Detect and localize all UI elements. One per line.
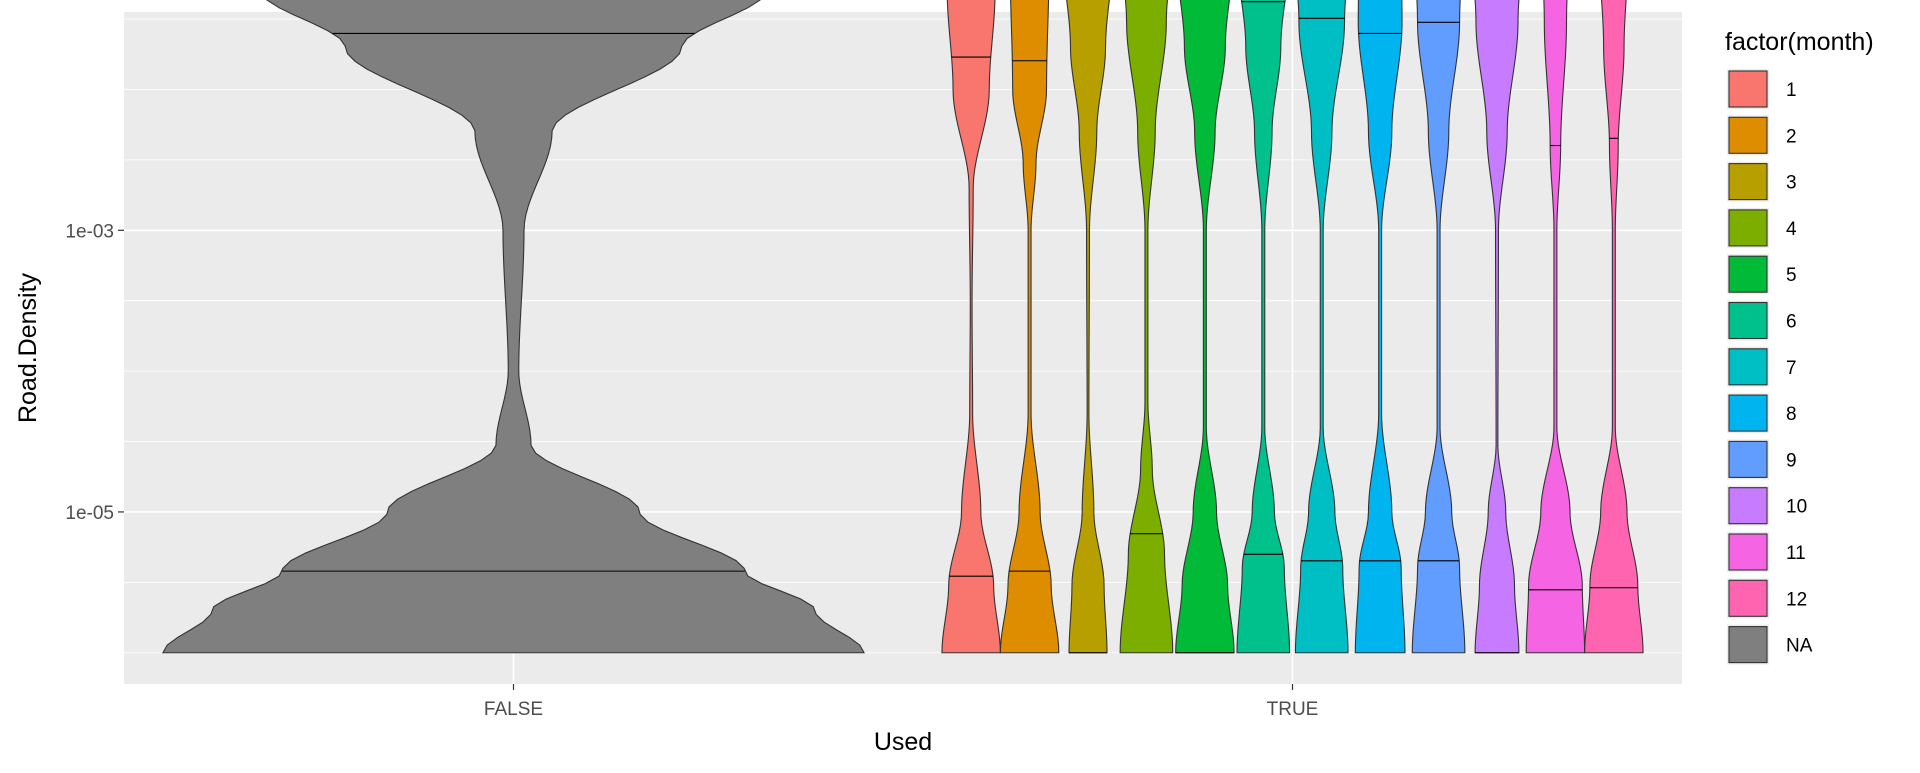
legend-swatch <box>1728 348 1768 386</box>
violin-month-6 <box>1236 0 1291 654</box>
violin-body <box>1236 0 1291 654</box>
legend-item-2: 2 <box>1727 115 1797 156</box>
legend-label: 8 <box>1786 404 1797 425</box>
violin-body <box>1525 0 1586 654</box>
violin-month-9 <box>1411 0 1466 654</box>
y-axis-title: Road.Density <box>14 272 42 423</box>
y-tick-label: 1e-05 <box>65 503 114 524</box>
legend-swatch <box>1728 255 1768 293</box>
violin-body <box>1474 0 1520 654</box>
violin-body <box>941 0 1001 654</box>
legend-item-10: 10 <box>1727 485 1807 526</box>
violin-month-na <box>162 0 865 654</box>
x-tick-label: FALSE <box>484 699 543 720</box>
legend-swatch <box>1728 163 1768 201</box>
legend-label: 3 <box>1786 173 1797 194</box>
legend-item-5: 5 <box>1727 254 1797 295</box>
legend-item-7: 7 <box>1727 346 1797 387</box>
legend-label: 10 <box>1786 497 1807 518</box>
violin-body <box>1354 0 1406 654</box>
violin-body <box>999 0 1060 654</box>
legend-item-8: 8 <box>1727 393 1797 434</box>
violin-body <box>1584 0 1644 654</box>
violin-body <box>162 0 865 654</box>
legend-label: NA <box>1786 636 1813 657</box>
violin-month-3 <box>1066 0 1110 654</box>
violin-body <box>1411 0 1466 654</box>
violin-body <box>1175 0 1235 654</box>
x-axis-title: Used <box>874 728 932 756</box>
legend-swatch <box>1728 116 1768 154</box>
legend-swatch <box>1728 579 1768 617</box>
legend-item-11: 11 <box>1727 532 1806 572</box>
legend-item-9: 9 <box>1727 439 1797 480</box>
legend-item-4: 4 <box>1727 207 1797 248</box>
violin-month-7 <box>1294 0 1349 654</box>
legend-swatch <box>1728 70 1768 108</box>
violin-month-4 <box>1119 0 1174 654</box>
violin-month-5 <box>1175 0 1235 654</box>
legend-label: 6 <box>1786 312 1797 333</box>
legend-label: 9 <box>1786 450 1797 471</box>
legend-swatch <box>1728 533 1768 571</box>
legend-item-1: 1 <box>1727 69 1797 109</box>
violin-body <box>1066 0 1110 654</box>
legend-swatch <box>1728 487 1768 525</box>
legend-swatch <box>1728 209 1768 247</box>
legend-label: 5 <box>1786 265 1797 286</box>
legend-label: 4 <box>1786 219 1797 240</box>
legend-item-3: 3 <box>1727 161 1797 202</box>
violin-month-12 <box>1584 0 1644 654</box>
legend-label: 1 <box>1786 80 1797 101</box>
legend-swatch <box>1728 440 1768 478</box>
legend-item-12: 12 <box>1727 578 1807 619</box>
violins <box>162 0 1644 654</box>
y-tick-label: 1e-03 <box>65 221 114 242</box>
violin-body <box>1294 0 1349 654</box>
x-axis: FALSE TRUE <box>484 684 1318 720</box>
legend-swatch <box>1728 626 1768 664</box>
legend-swatch <box>1728 394 1768 432</box>
x-tick-label: TRUE <box>1267 699 1319 720</box>
legend-item-6: 6 <box>1727 300 1797 341</box>
legend-label: 12 <box>1786 589 1807 610</box>
legend-swatch <box>1728 301 1768 340</box>
legend-label: 2 <box>1786 126 1797 147</box>
violin-month-1 <box>941 0 1001 654</box>
legend-item-na: NA <box>1727 624 1813 665</box>
violin-month-8 <box>1354 0 1406 654</box>
legend-label: 11 <box>1786 543 1806 564</box>
violin-month-11 <box>1525 0 1586 654</box>
violin-month-2 <box>999 0 1060 654</box>
legend-label: 7 <box>1786 358 1797 379</box>
violin-body <box>1119 0 1174 654</box>
legend-title: factor(month) <box>1725 28 1874 56</box>
violin-month-10 <box>1474 0 1520 654</box>
